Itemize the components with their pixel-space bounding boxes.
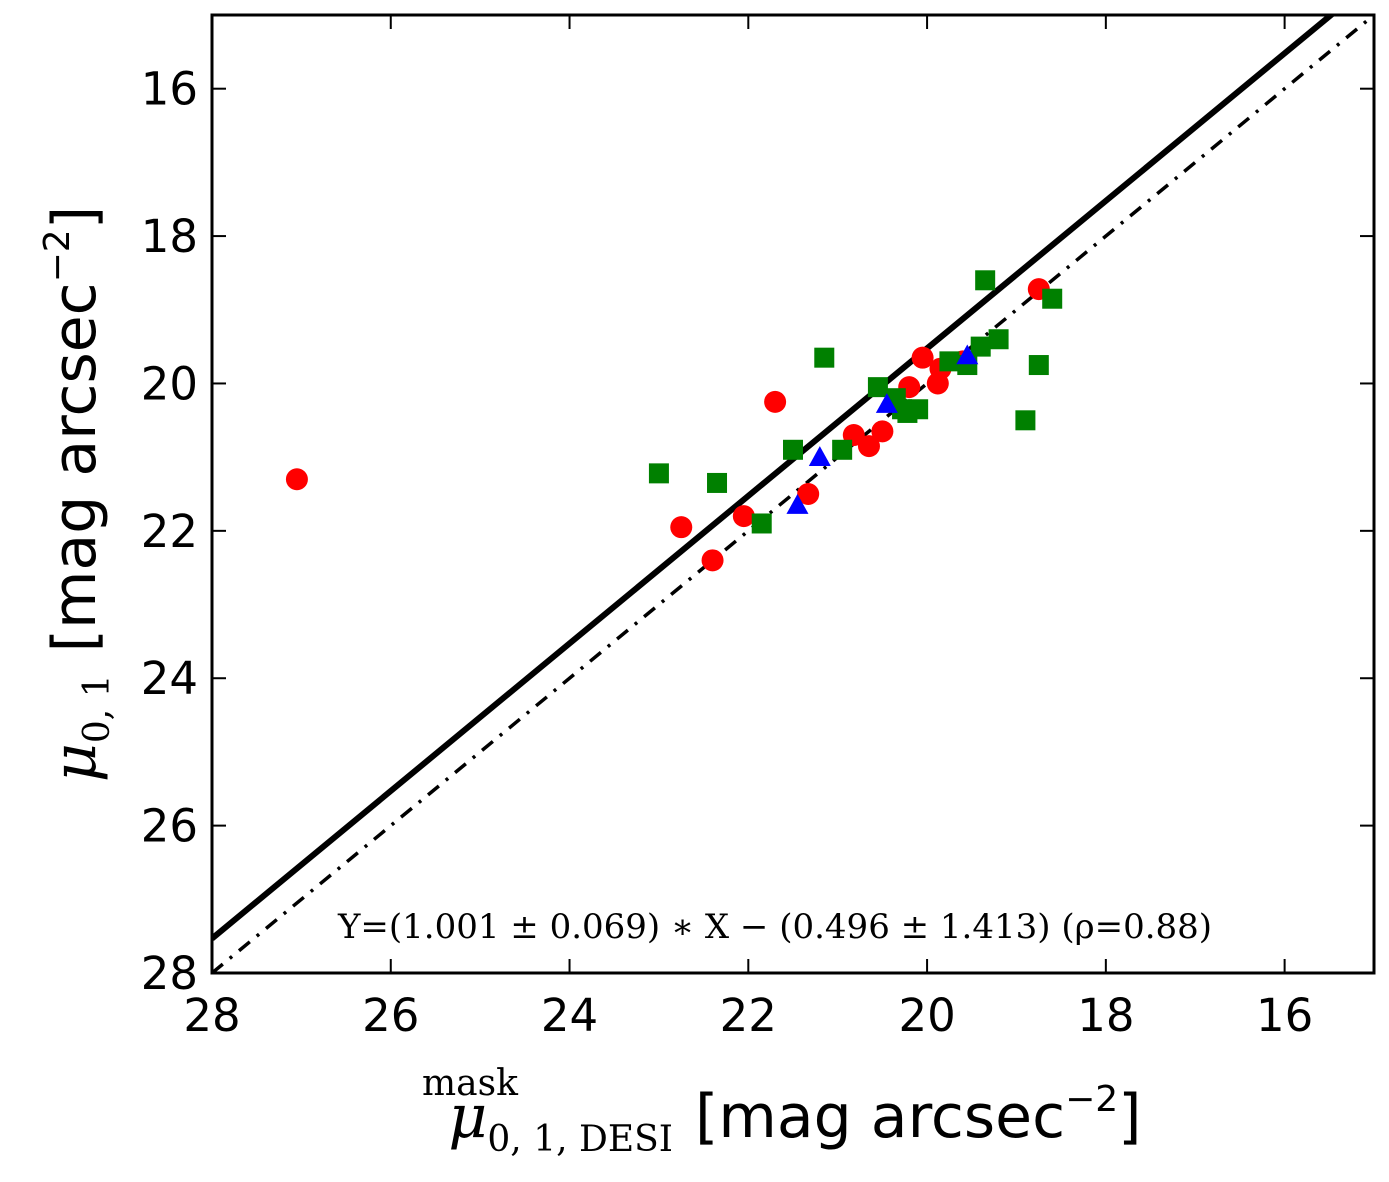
- x-axis-label: μ0, 1, DESI [mag arcsec−2]: [448, 1079, 1141, 1160]
- data-point-circle: [764, 390, 787, 413]
- data-point-square: [1042, 288, 1063, 309]
- plot-area: [212, 15, 1374, 973]
- x-tick-label: 22: [720, 989, 777, 1042]
- data-point-square: [1028, 355, 1049, 376]
- data-point-square: [783, 439, 803, 460]
- y-label-unit: [mag arcsec: [40, 282, 110, 652]
- data-point-square: [975, 270, 996, 291]
- data-point-square: [988, 329, 1009, 350]
- data-point-circle: [911, 346, 934, 369]
- y-tick-label: 28: [141, 947, 198, 1000]
- x-tick-label: 18: [1077, 989, 1134, 1042]
- data-point-square: [908, 399, 929, 420]
- data-point-triangle: [786, 494, 809, 514]
- data-point-circle: [285, 468, 308, 491]
- data-point-circle: [797, 483, 820, 505]
- x-tick-label: 16: [1256, 989, 1313, 1042]
- y-tick-label: 22: [141, 505, 198, 558]
- x-label-superscript: mask: [422, 1063, 519, 1104]
- svg-text:μ0, 1[mag arcsec−2]: μ0, 1 [mag arcsec−2]: [37, 206, 118, 782]
- data-point-circle: [857, 435, 880, 458]
- data-point-triangle: [808, 446, 831, 466]
- x-label-unit: [mag arcsec: [695, 1082, 1065, 1152]
- data-point-circle: [701, 549, 724, 572]
- y-tick-label: 20: [141, 357, 198, 410]
- x-label-subscript: 0, 1, DESI: [487, 1119, 673, 1160]
- data-point-circle: [732, 505, 755, 528]
- y-axis-label: μ0, 1 [mag arcsec−2]: [37, 206, 118, 782]
- x-tick-label: 28: [183, 989, 240, 1042]
- one-to-one-line: [212, 15, 1374, 973]
- data-point-triangle: [875, 393, 898, 413]
- data-point-square: [867, 377, 888, 398]
- x-tick-label: 20: [898, 989, 955, 1042]
- data-point-square: [970, 336, 991, 357]
- data-point-square: [832, 439, 853, 460]
- data-point-square: [1015, 410, 1036, 431]
- data-point-triangle: [956, 344, 979, 365]
- data-point-circle: [670, 516, 693, 539]
- y-tick-label: 16: [141, 63, 198, 116]
- x-label-unit-exponent: −2: [1065, 1079, 1118, 1120]
- y-label-subscript: 0, 1: [77, 674, 118, 743]
- data-point-square: [707, 472, 728, 493]
- data-point-square: [751, 513, 772, 534]
- x-tick-label: 24: [541, 989, 598, 1042]
- y-tick-label: 24: [141, 652, 198, 705]
- y-label-unit-close: ]: [40, 206, 110, 229]
- x-label-symbol: μ: [448, 1082, 487, 1152]
- data-points: [285, 270, 1063, 572]
- y-label-symbol: μ: [40, 743, 110, 782]
- data-point-circle: [871, 420, 894, 443]
- axis-ticks: 28 26 24 22 20 18 16 16 18 20 22 24 26 28: [141, 15, 1374, 1042]
- y-label-unit-exponent: −2: [37, 229, 78, 282]
- x-label-unit-close: ]: [1118, 1082, 1141, 1152]
- y-tick-label: 18: [141, 210, 198, 263]
- data-point-square: [648, 463, 669, 484]
- x-tick-label: 26: [362, 989, 419, 1042]
- y-tick-label: 26: [141, 800, 198, 853]
- plot-frame: [210, 13, 1376, 975]
- data-point-square: [939, 351, 960, 372]
- fit-annotation: Y=(1.001 ± 0.069) ∗ X − (0.496 ± 1.413) …: [337, 907, 1212, 947]
- data-point-square: [814, 347, 835, 368]
